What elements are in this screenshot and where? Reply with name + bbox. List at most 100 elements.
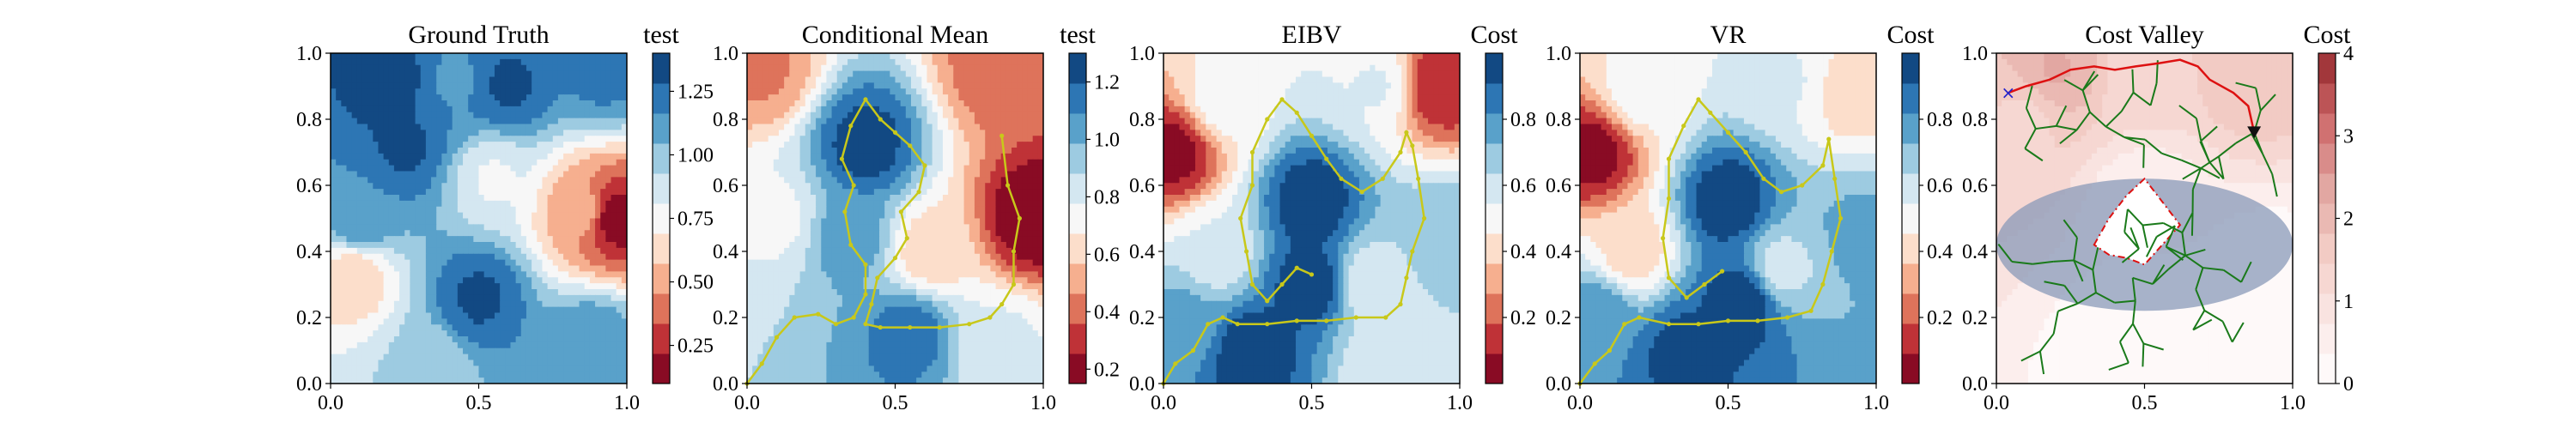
trajectory-line: [1578, 97, 1842, 384]
y-tick-label: 0.4: [713, 241, 738, 263]
colorbar: 0.2 0.4 0.6 0.8 1.0 1.2 test: [1060, 21, 1120, 384]
trajectory-point: [1279, 97, 1285, 102]
trajectory-point: [1661, 236, 1666, 241]
trajectory-point: [922, 163, 927, 168]
trajectory-point: [863, 97, 868, 102]
trajectory-point: [1380, 176, 1385, 181]
colorbar-tick-label: 0.4: [1510, 241, 1536, 263]
trajectory-point: [875, 275, 880, 281]
trajectory-point: [1696, 97, 1701, 102]
x-tick-label: 0.0: [1984, 392, 2009, 414]
trajectory-point: [792, 315, 797, 320]
heatmap-field: [747, 53, 1043, 384]
panel-title: Cost Valley: [2085, 21, 2204, 49]
trajectory-point: [1820, 163, 1826, 168]
y-tick-label: 0.8: [296, 109, 322, 131]
trajectory-point: [1826, 136, 1832, 142]
colorbar-label: Cost: [1470, 21, 1518, 49]
panel-title: Ground Truth: [408, 21, 549, 49]
trajectory-point: [999, 133, 1005, 138]
rrt-tree: [1997, 60, 2278, 375]
y-tick-label: 0.8: [1962, 109, 1988, 131]
colorbar-tick-label: 1.2: [1094, 71, 1120, 94]
x-tick-label: 1.0: [614, 392, 640, 414]
colorbar-tick-label: 0.6: [1094, 244, 1120, 266]
trajectory-point: [916, 190, 921, 195]
colorbar-tick-label: 0.2: [1927, 307, 1953, 329]
boundary-polygon: [2093, 177, 2182, 266]
y-tick-label: 0.8: [1546, 109, 1571, 131]
heatmap-field: [1580, 53, 1876, 384]
trajectory-point: [816, 311, 821, 317]
trajectory-point: [1398, 302, 1403, 307]
trajectory-point: [1755, 318, 1760, 323]
y-tick-label: 0.4: [1546, 241, 1571, 263]
trajectory-point: [863, 262, 868, 267]
y-tick-label: 0.4: [1962, 241, 1988, 263]
colorbar: 0.25 0.50 0.75 1.00 1.25 test: [643, 21, 714, 384]
start-marker: ×: [2001, 82, 2015, 103]
trajectory-point: [1309, 133, 1315, 138]
trajectory-point: [1190, 347, 1196, 353]
trajectory-point: [908, 143, 913, 148]
colorbar-tick-label: 0.6: [1927, 175, 1953, 197]
colorbar-label: Cost: [2303, 21, 2351, 49]
y-tick-label: 0.4: [1129, 241, 1155, 263]
trajectory-point: [1398, 149, 1403, 155]
trajectory-point: [1294, 110, 1299, 115]
y-tick-label: 1.0: [1129, 43, 1155, 65]
x-tick-label: 1.0: [1863, 392, 1889, 414]
trajectory-point: [1011, 249, 1017, 254]
colorbar: 0.2 0.4 0.6 0.8 Cost: [1886, 21, 1953, 384]
trajectory-point: [1832, 176, 1838, 181]
y-tick-label: 0.8: [713, 109, 738, 131]
x-tick-label: 0.0: [734, 392, 760, 414]
trajectory-point: [1761, 176, 1766, 181]
trajectory-point: [833, 322, 839, 327]
y-tick-label: 0.0: [1962, 373, 1988, 396]
colorbar-tick-label: 0.8: [1094, 186, 1120, 208]
x-tick-label: 0.5: [1299, 392, 1325, 414]
panel-title: Conditional Mean: [802, 21, 988, 49]
y-tick-label: 0.0: [296, 373, 322, 396]
planned-path: [2008, 58, 2256, 133]
trajectory-point: [904, 236, 909, 241]
x-tick-label: 0.0: [1567, 392, 1593, 414]
trajectory-point: [1820, 281, 1826, 287]
y-tick-label: 0.2: [1129, 307, 1155, 329]
trajectory-point: [1206, 322, 1211, 327]
colorbar-tick-label: 4: [2343, 43, 2354, 65]
colorbar-tick-label: 0.4: [1927, 241, 1953, 263]
y-tick-label: 0.4: [296, 241, 322, 263]
colorbar: 0.2 0.4 0.6 0.8 Cost: [1470, 21, 1536, 384]
trajectory-point: [878, 117, 883, 122]
trajectory-point: [1666, 156, 1672, 161]
trajectory-point: [1422, 215, 1427, 221]
trajectory-point: [1725, 318, 1731, 323]
y-tick-label: 0.6: [713, 175, 738, 197]
trajectory-point: [848, 242, 854, 247]
x-tick-label: 0.5: [2132, 392, 2158, 414]
colorbar-tick-label: 3: [2343, 125, 2354, 148]
y-tick-label: 1.0: [296, 43, 322, 65]
trajectory-point: [1666, 196, 1672, 201]
x-tick-label: 0.5: [466, 392, 492, 414]
trajectory-point: [1294, 318, 1299, 323]
trajectory-point: [759, 361, 764, 366]
colorbar-tick-label: 0.25: [677, 335, 714, 358]
x-tick-label: 1.0: [1447, 392, 1473, 414]
trajectory-point: [1353, 315, 1358, 320]
trajectory-point: [937, 324, 942, 330]
y-tick-label: 0.2: [1546, 307, 1571, 329]
trajectory-point: [1404, 130, 1409, 135]
trajectory-point: [1404, 275, 1409, 281]
panel-title: EIBV: [1282, 21, 1342, 49]
trajectory-point: [892, 130, 898, 135]
y-tick-label: 1.0: [1962, 43, 1988, 65]
heatmap-field: [331, 53, 627, 384]
trajectory-point: [1779, 190, 1784, 195]
trajectory-point: [1622, 322, 1627, 327]
y-tick-label: 0.6: [1129, 175, 1155, 197]
trajectory-line: [1162, 98, 1425, 384]
